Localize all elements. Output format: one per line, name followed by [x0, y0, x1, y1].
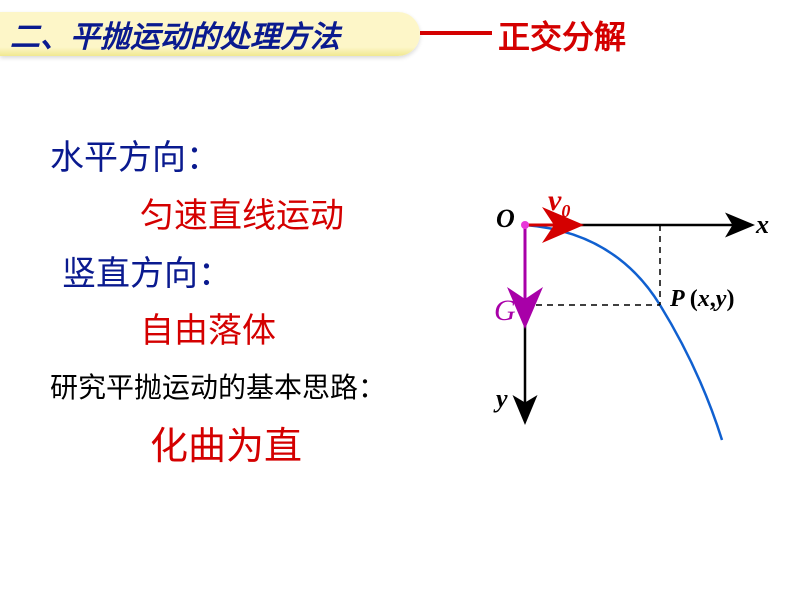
content-block: 水平方向： 匀速直线运动 竖直方向： 自由落体 研究平抛运动的基本思路： 化曲为… [50, 130, 386, 478]
y-axis-label: y [496, 384, 508, 414]
section-header: 二、平抛运动的处理方法 [0, 12, 420, 56]
x-axis-label: x [756, 210, 769, 240]
point-p-label: P (x,y) [670, 286, 734, 313]
p-prefix: P [670, 286, 690, 312]
p-coords: (x,y) [690, 286, 735, 312]
v0-letter: v [548, 184, 561, 217]
conclusion-text: 化曲为直 [150, 417, 386, 478]
projectile-diagram: O x y v0 G P (x,y) [490, 190, 780, 450]
g-label: G [494, 294, 516, 328]
horizontal-direction-value: 匀速直线运动 [140, 188, 386, 246]
diagram-svg [490, 190, 780, 450]
header-highlight: 正交分解 [498, 12, 626, 58]
header-title: 二、平抛运动的处理方法 [10, 12, 340, 56]
vertical-direction-label: 竖直方向： [62, 246, 386, 304]
v0-label: v0 [548, 184, 570, 222]
header-connector-line [420, 31, 492, 35]
research-approach-label: 研究平抛运动的基本思路： [50, 361, 386, 417]
origin-label: O [496, 204, 515, 234]
origin-point [521, 221, 529, 229]
vertical-direction-value: 自由落体 [140, 303, 386, 361]
trajectory-curve [525, 225, 722, 440]
v0-subscript: 0 [561, 201, 570, 221]
horizontal-direction-label: 水平方向： [50, 130, 386, 188]
